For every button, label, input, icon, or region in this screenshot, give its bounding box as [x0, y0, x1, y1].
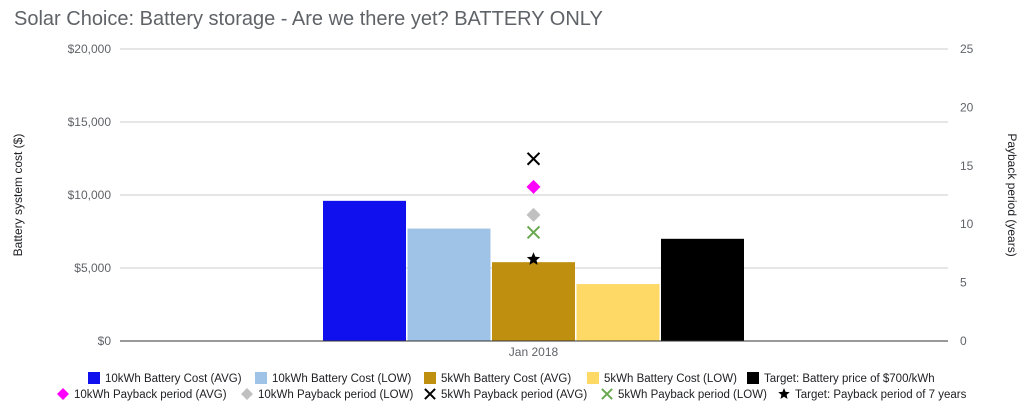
legend-marker-10kwh-payback-period-low	[241, 388, 253, 400]
y2-tick-label: 25	[960, 42, 974, 56]
legend-swatch-10kwh-battery-cost-avg	[88, 372, 100, 384]
y-tick-label: $15,000	[68, 115, 112, 129]
legend-marker-target-payback-period-of-7-years	[778, 388, 790, 399]
legend-label-target-battery-price-of-700-kwh: Target: Battery price of $700/kWh	[764, 373, 935, 385]
legend-label-5kwh-payback-period-low: 5kWh Payback period (LOW)	[618, 389, 767, 401]
chart-title: Solar Choice: Battery storage - Are we t…	[14, 8, 603, 30]
legend-label-10kwh-battery-cost-low: 10kWh Battery Cost (LOW)	[272, 373, 411, 385]
legend-marker-10kwh-payback-period-avg	[57, 388, 69, 400]
x-tick-label: Jan 2018	[509, 345, 559, 359]
legend-label-5kwh-battery-cost-low: 5kWh Battery Cost (LOW)	[604, 373, 737, 385]
legend-label-5kwh-battery-cost-avg: 5kWh Battery Cost (AVG)	[441, 373, 571, 385]
point-target-payback-period-of-7-years	[526, 252, 541, 265]
legend-label-10kwh-battery-cost-avg: 10kWh Battery Cost (AVG)	[105, 373, 242, 385]
point-5kwh-payback-period-low	[526, 225, 541, 240]
legend-label-target-payback-period-of-7-years: Target: Payback period of 7 years	[795, 389, 967, 401]
y-tick-label: $10,000	[68, 188, 112, 202]
y-axis-title: Battery system cost ($)	[11, 134, 25, 257]
bar-10kwh-battery-cost-avg	[323, 200, 406, 341]
legend-label-10kwh-payback-period-avg: 10kWh Payback period (AVG)	[74, 389, 227, 401]
y-tick-label: $5,000	[74, 261, 111, 275]
legend-swatch-target-battery-price-of-700-kwh	[747, 372, 759, 384]
y2-tick-label: 0	[960, 334, 967, 348]
legend-swatch-5kwh-battery-cost-avg	[424, 372, 436, 384]
y2-tick-label: 15	[960, 159, 974, 173]
point-10kwh-payback-period-avg	[526, 179, 541, 194]
legend-label-5kwh-payback-period-avg: 5kWh Payback period (AVG)	[441, 389, 587, 401]
y2-tick-label: 5	[960, 276, 967, 290]
legend-swatch-10kwh-battery-cost-low	[255, 372, 267, 384]
y-tick-label: $20,000	[68, 42, 112, 56]
y2-tick-label: 20	[960, 100, 974, 114]
bar-10kwh-battery-cost-low	[407, 228, 491, 341]
point-10kwh-payback-period-low	[526, 207, 541, 222]
bar-target-battery-price-of-700-kwh	[661, 238, 744, 341]
legend-marker-5kwh-payback-period-avg	[424, 388, 436, 400]
bar-5kwh-battery-cost-low	[576, 284, 660, 341]
y2-axis-title: Payback period (years)	[1005, 133, 1019, 256]
bar-5kwh-battery-cost-avg	[492, 262, 575, 341]
y2-tick-label: 10	[960, 217, 974, 231]
point-5kwh-payback-period-avg	[526, 152, 541, 166]
legend-label-10kwh-payback-period-low: 10kWh Payback period (LOW)	[258, 389, 413, 401]
legend-swatch-5kwh-battery-cost-low	[587, 372, 599, 384]
legend-marker-5kwh-payback-period-low	[601, 388, 613, 400]
y-tick-label: $0	[98, 334, 112, 348]
